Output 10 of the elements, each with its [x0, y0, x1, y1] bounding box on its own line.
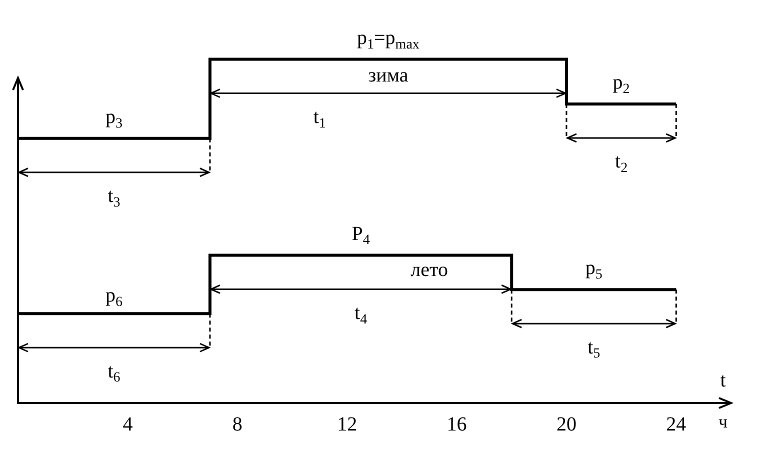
x-tick-label: 20 [556, 413, 576, 436]
annotation: зима [368, 64, 408, 87]
annotation: лето [410, 258, 448, 281]
x-tick-label: 8 [232, 413, 242, 436]
x-tick-label: 24 [666, 413, 686, 436]
x-tick-label: 4 [122, 413, 133, 436]
x-tick-label: 12 [337, 413, 358, 436]
text: ч [718, 412, 728, 432]
x-axis-title: t [720, 369, 726, 392]
x-tick-label: 16 [446, 413, 467, 436]
